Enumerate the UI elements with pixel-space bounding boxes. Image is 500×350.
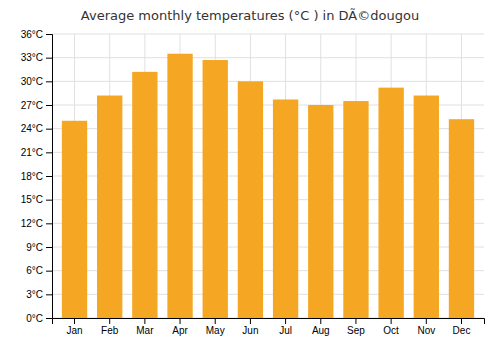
grid-line [52,57,484,58]
tick-label: 18°C [21,171,43,182]
tick: 18°C [21,171,52,182]
tick: Jun [242,318,258,336]
tick-label: May [206,325,225,336]
tick-mark [46,294,52,295]
tick-label: 24°C [21,123,43,134]
tick-label: Jun [242,325,258,336]
tick-mark [180,318,181,324]
tick-mark [355,318,356,324]
tick-mark [320,318,321,324]
tick: Apr [172,318,188,336]
chart: Average monthly temperatures (°C ) in DÃ… [0,0,500,350]
bar [414,96,439,318]
tick-mark [46,247,52,248]
tick: Mar [136,318,154,336]
tick-mark [46,152,52,153]
bar [167,54,192,318]
x-axis: Jan Feb Mar Apr May Jun Jul Aug Sep Oct Nov Dec [53,318,485,336]
tick-mark [144,318,145,324]
tick-mark [46,223,52,224]
y-axis: 0°C 3°C 6°C 9°C 12°C 15°C 18°C 21°C 24°C 27°C 30°C… [21,29,53,324]
tick-mark [46,58,52,59]
bar [238,81,263,318]
tick: 36°C [21,29,52,40]
tick: 15°C [21,194,52,205]
tick: Oct [383,318,399,336]
axis-line [53,319,485,325]
tick: May [206,318,225,336]
tick-mark [461,318,462,324]
tick-label: 6°C [26,265,43,276]
tick-mark [285,318,286,324]
grid-line [52,81,484,82]
tick-label: Jan [66,325,82,336]
tick-label: 30°C [21,76,43,87]
tick-label: 36°C [21,29,43,40]
tick-label: Nov [417,325,435,336]
bars [62,54,474,318]
tick-mark [46,34,52,35]
tick: 30°C [21,76,52,87]
tick: 24°C [21,123,52,134]
tick: 33°C [21,52,52,63]
bar [273,99,298,318]
bar [62,121,87,318]
tick-label: Oct [383,325,399,336]
bar [378,88,403,318]
tick-label: Feb [101,325,119,336]
tick-mark [46,318,52,319]
tick: 9°C [26,242,52,253]
tick: Aug [312,318,330,336]
tick-label: 12°C [21,218,43,229]
bar [343,101,368,318]
tick: 6°C [26,265,52,276]
tick: Feb [101,318,119,336]
tick-label: Sep [347,325,365,336]
tick: Nov [417,318,435,336]
tick-label: 9°C [26,242,43,253]
tick-mark [109,318,110,324]
tick: 3°C [26,289,52,300]
tick-label: Dec [453,325,471,336]
tick-mark [46,81,52,82]
tick-mark [250,318,251,324]
tick-mark [74,318,75,324]
tick: Sep [347,318,365,336]
title: Average monthly temperatures (°C ) in DÃ… [81,8,419,23]
bar [449,119,474,318]
plot: Jan Feb Mar Apr May Jun Jul Aug Sep Oct Nov Dec 0°C 3… [21,29,485,336]
tick: 0°C [26,313,52,324]
tick: Jul [279,318,292,336]
axis-line [46,35,53,319]
tick: 27°C [21,100,52,111]
bar [97,96,122,318]
tick-label: Jul [279,325,292,336]
bar [203,60,228,318]
grid [52,34,484,318]
grid-line [52,34,484,35]
tick-mark [46,200,52,201]
tick-mark [46,176,52,177]
tick-label: 0°C [26,313,43,324]
tick-label: 27°C [21,100,43,111]
tick-mark [426,318,427,324]
tick-mark [46,271,52,272]
tick: 12°C [21,218,52,229]
tick-label: 21°C [21,147,43,158]
tick-label: 3°C [26,289,43,300]
tick: Jan [66,318,82,336]
tick: 21°C [21,147,52,158]
tick-mark [215,318,216,324]
bar [308,105,333,318]
tick-mark [391,318,392,324]
tick-mark [46,105,52,106]
tick-label: Aug [312,325,330,336]
bar [132,72,157,318]
tick-label: 15°C [21,194,43,205]
tick-mark [46,129,52,130]
tick-label: Mar [136,325,154,336]
tick: Dec [453,318,471,336]
tick-label: 33°C [21,52,43,63]
tick-label: Apr [172,325,188,336]
